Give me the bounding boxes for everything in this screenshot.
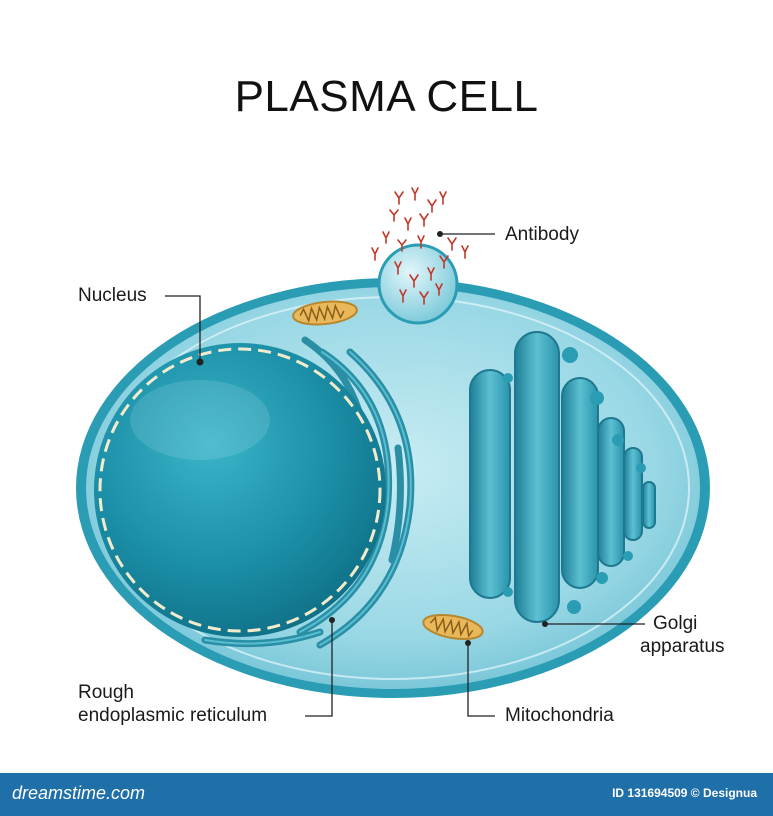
label-golgi-line2: apparatus [640,636,725,657]
label-antibody: Antibody [505,224,579,245]
footer-image-id: ID 131694509 © Designua [612,786,757,800]
plasma-cell-diagram [76,187,710,717]
footer-logo[interactable]: dreamstime.com [12,783,146,803]
mitochondrion [422,613,484,641]
label-rer-line1: Rough [78,682,134,703]
mitochondrion [292,300,358,326]
nucleus [94,343,386,637]
label-nucleus: Nucleus [78,285,147,306]
label-rer-line2: endoplasmic reticulum [78,705,268,726]
label-golgi-line1: Golgi [653,613,698,634]
footer-bar: dreamstime.com ID 131694509 © Designua [0,773,773,816]
secretory-vesicle [377,243,459,325]
golgi-vesicles [503,347,646,614]
page-title: PLASMA CELL [234,72,539,121]
leader-lines [165,233,645,717]
antibody-cluster [371,187,469,305]
golgi-apparatus [469,331,656,623]
label-mitochondria: Mitochondria [505,705,614,726]
